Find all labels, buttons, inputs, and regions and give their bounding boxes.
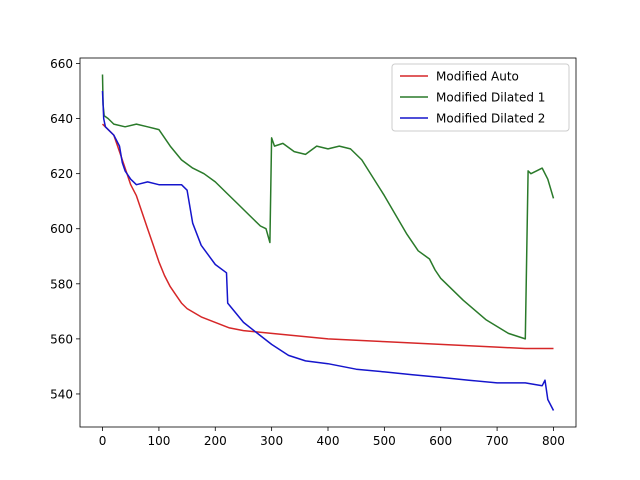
legend-label-modified-dilated-2: Modified Dilated 2 [436,112,545,126]
x-tick-label: 200 [204,434,227,448]
legend-label-modified-dilated-1: Modified Dilated 1 [436,91,545,105]
x-tick-label: 400 [317,434,340,448]
y-tick-label: 640 [50,112,73,126]
x-tick-label: 700 [486,434,509,448]
x-tick-label: 100 [147,434,170,448]
x-tick-label: 0 [99,434,107,448]
y-tick-label: 620 [50,167,73,181]
y-tick-label: 600 [50,222,73,236]
x-tick-label: 800 [542,434,565,448]
legend-box [391,63,570,132]
y-tick-label: 660 [50,57,73,71]
y-tick-label: 540 [50,387,73,401]
y-tick-label: 580 [50,277,73,291]
x-tick-label: 500 [373,434,396,448]
legend: Modified Auto Modified Dilated 1 Modifie… [391,63,570,132]
legend-label-modified-auto: Modified Auto [436,70,519,84]
series-line-modified-dilated-2 [101,90,555,411]
series-line-modified-auto [101,123,554,350]
series-line-modified-dilated-1 [101,74,555,340]
series-layer [101,74,555,411]
x-axis: 0 100 200 300 400 500 600 700 800 [99,427,565,448]
x-tick-label: 300 [260,434,283,448]
y-tick-label: 560 [50,332,73,346]
x-tick-label: 600 [429,434,452,448]
y-axis: 540 560 580 600 620 640 660 [50,57,80,401]
